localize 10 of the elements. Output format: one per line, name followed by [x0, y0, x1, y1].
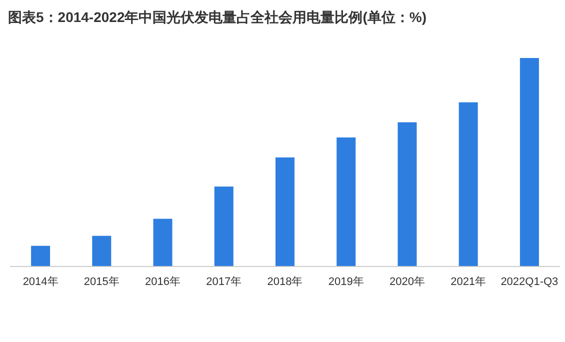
x-tick-label: 2022Q1-Q3	[500, 276, 558, 288]
x-tick-label: 2020年	[389, 276, 425, 288]
chart-title: 图表5：2014-2022年中国光伏发电量占全社会用电量比例(单位：%)	[8, 9, 427, 25]
x-tick-label: 2021年	[450, 276, 486, 288]
x-tick-label: 2016年	[145, 276, 181, 288]
x-tick-label: 2015年	[84, 276, 120, 288]
x-tick-label: 2019年	[328, 276, 364, 288]
x-tick-label: 2018年	[267, 276, 303, 288]
x-tick-label: 2014年	[22, 276, 58, 288]
x-tick-label: 2017年	[206, 276, 242, 288]
